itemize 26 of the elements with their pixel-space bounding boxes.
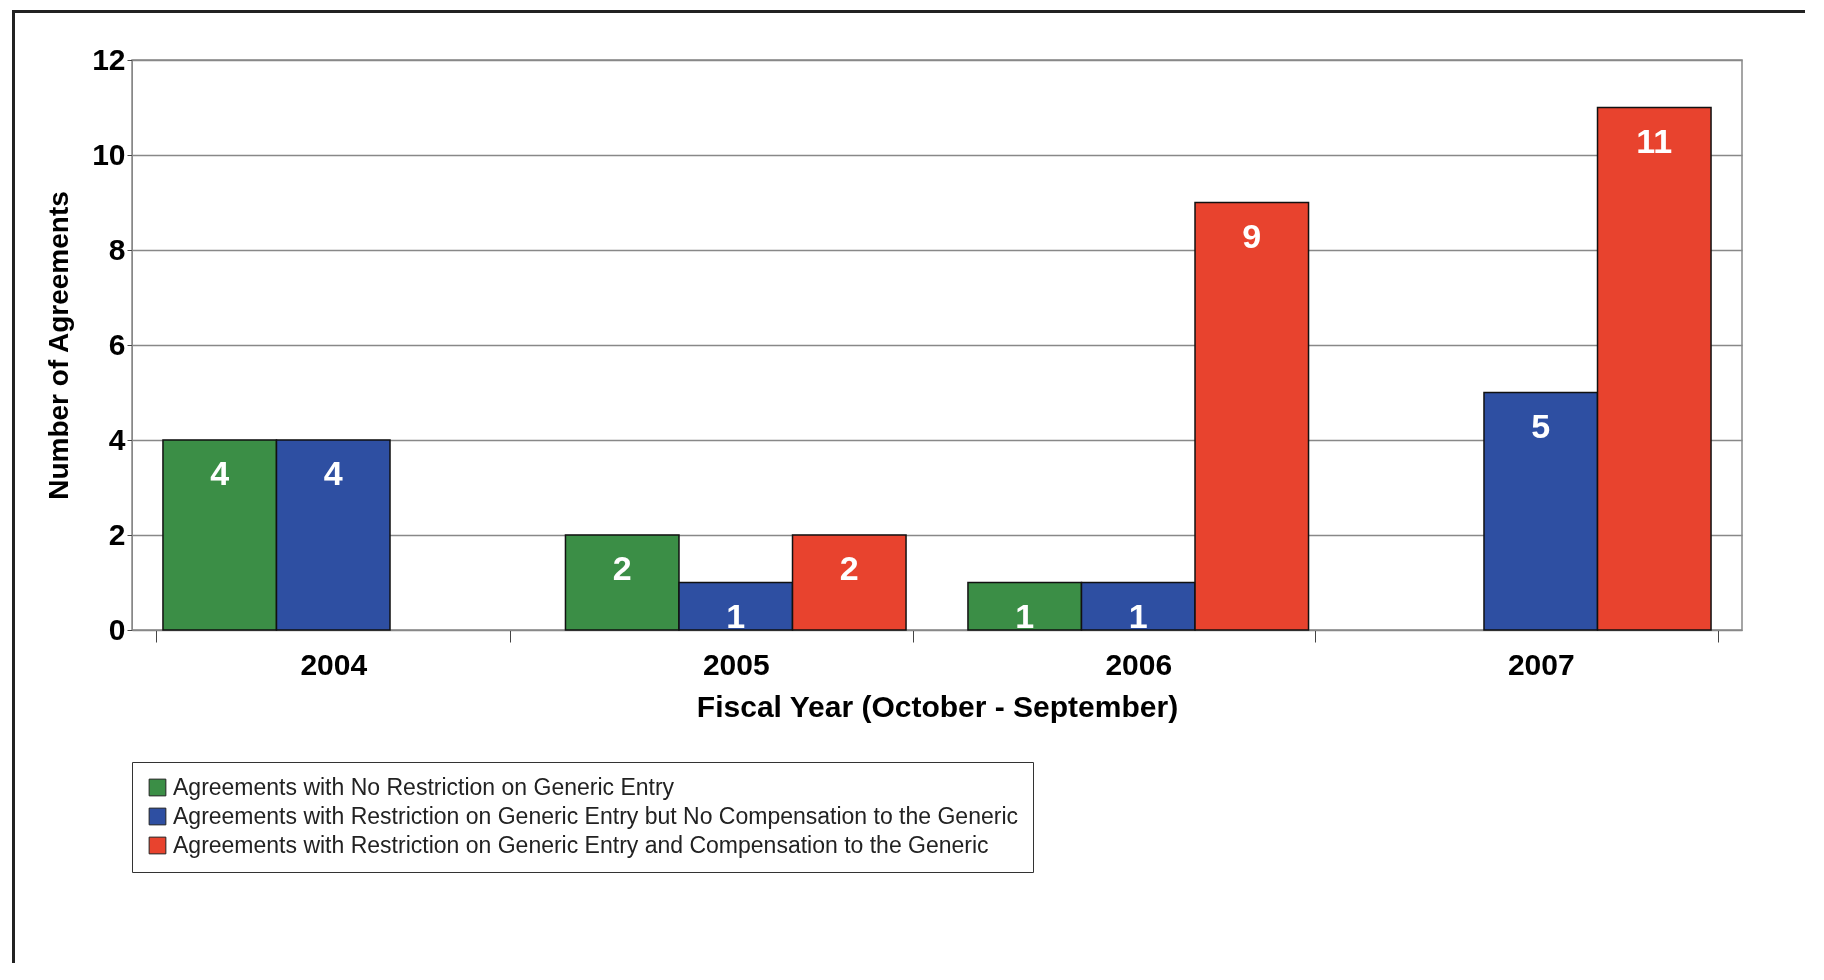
x-tick-label: 2006 — [1105, 647, 1173, 681]
y-axis-title: Number of Agreements — [43, 191, 75, 500]
data-label: 11 — [1636, 121, 1673, 160]
y-tick-label: 6 — [108, 327, 126, 361]
x-tick-label: 2005 — [702, 647, 770, 681]
x-axis-title: Fiscal Year (October - September) — [696, 689, 1179, 723]
y-tick-label: 10 — [92, 137, 126, 171]
x-tick-label: 2007 — [1507, 647, 1575, 681]
data-label: 4 — [210, 454, 230, 492]
y-tick-label: 4 — [108, 422, 126, 456]
data-label: 5 — [1531, 406, 1551, 445]
data-label: 2 — [839, 549, 859, 587]
y-tick-label: 0 — [108, 612, 126, 646]
data-label: 4 — [323, 454, 343, 492]
y-tick-label: 8 — [108, 232, 126, 266]
y-tick-label: 2 — [108, 517, 126, 551]
data-label: 1 — [1128, 596, 1148, 635]
legend-label: Agreements with Restriction on Generic Entry but No Compensation to the Generic — [173, 802, 1019, 829]
data-label: 2 — [612, 549, 632, 587]
y-tick-label: 12 — [92, 42, 126, 76]
legend-label: Agreements with No Restriction on Generic Entry — [173, 773, 675, 800]
data-label: 1 — [1015, 596, 1035, 635]
legend-label: Agreements with Restriction on Generic Entry and Compensation to the Generic — [173, 831, 989, 858]
data-label: 9 — [1242, 216, 1262, 255]
data-label: 1 — [726, 596, 746, 635]
x-tick-label: 2004 — [300, 647, 368, 681]
